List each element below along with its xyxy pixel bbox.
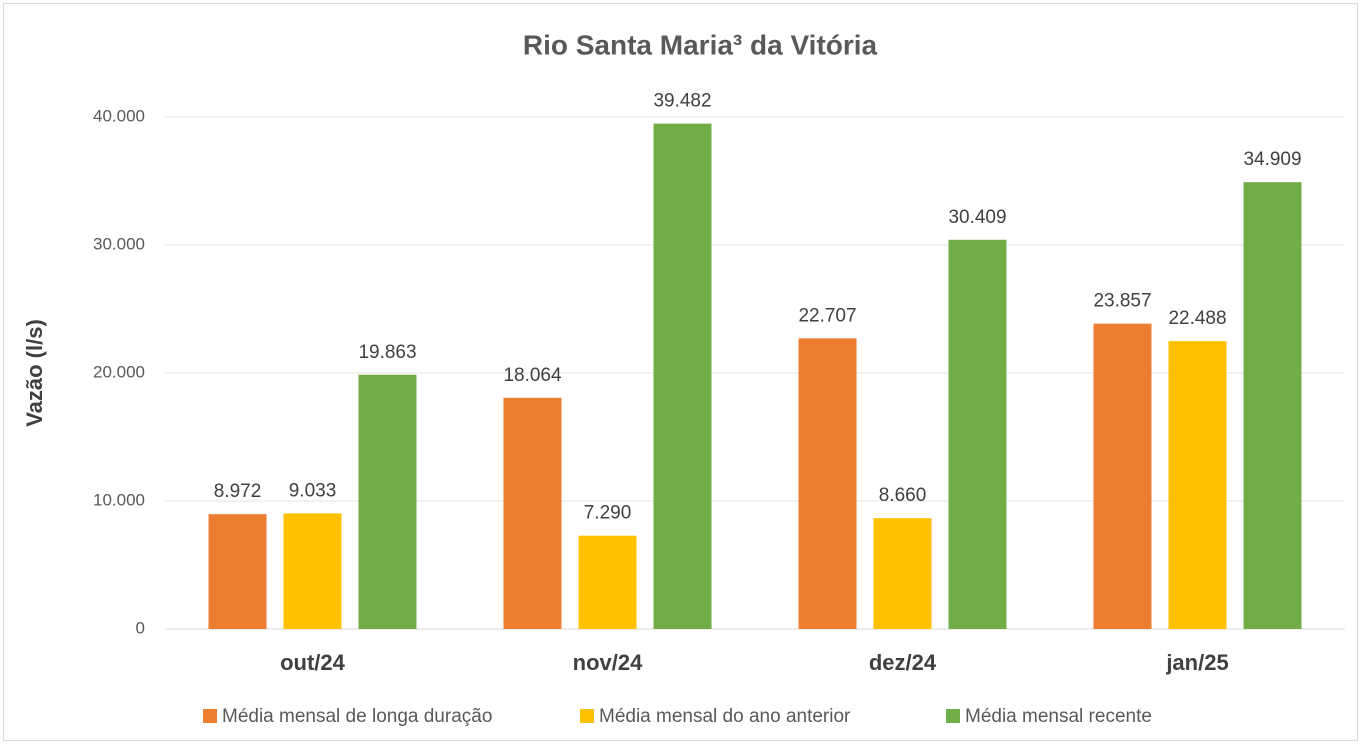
data-label: 34.909	[1243, 149, 1301, 170]
bar	[1243, 182, 1302, 629]
data-label: 19.863	[358, 342, 416, 363]
bar	[208, 514, 267, 629]
data-label: 30.409	[948, 207, 1006, 228]
y-tick-label: 20.000	[93, 362, 145, 381]
bar	[503, 397, 562, 629]
chart-title: Rio Santa Maria³ da Vitória	[523, 29, 878, 60]
data-label: 8.972	[214, 481, 262, 502]
legend-swatch	[580, 709, 594, 723]
data-label: 22.707	[798, 305, 856, 326]
data-label: 7.290	[584, 503, 632, 524]
bar	[358, 374, 417, 629]
bar	[653, 123, 712, 629]
bar	[578, 535, 637, 629]
x-tick-label: nov/24	[573, 650, 643, 675]
x-tick-label: out/24	[280, 650, 346, 675]
bar	[798, 338, 857, 629]
y-tick-label: 40.000	[93, 106, 145, 125]
x-tick-label: jan/25	[1165, 650, 1228, 675]
data-label: 23.857	[1093, 291, 1151, 312]
x-tick-label: dez/24	[869, 650, 937, 675]
data-label: 8.660	[879, 485, 927, 506]
data-label: 18.064	[503, 365, 562, 386]
y-tick-label: 0	[136, 618, 145, 637]
bar	[283, 513, 342, 629]
bar	[1093, 323, 1152, 629]
bar	[1168, 341, 1227, 629]
y-tick-label: 30.000	[93, 234, 145, 253]
y-axis-label: Vazão (l/s)	[22, 319, 47, 427]
legend-swatch	[203, 709, 217, 723]
bar	[948, 239, 1007, 629]
legend-swatch	[946, 709, 960, 723]
data-label: 22.488	[1168, 308, 1226, 329]
legend-label: Média mensal de longa duração	[222, 706, 492, 727]
data-label: 39.482	[653, 91, 711, 112]
bar	[873, 518, 932, 629]
legend-label: Média mensal do ano anterior	[599, 706, 851, 727]
data-label: 9.033	[289, 480, 337, 501]
legend-label: Média mensal recente	[965, 706, 1152, 727]
y-tick-label: 10.000	[93, 490, 145, 509]
